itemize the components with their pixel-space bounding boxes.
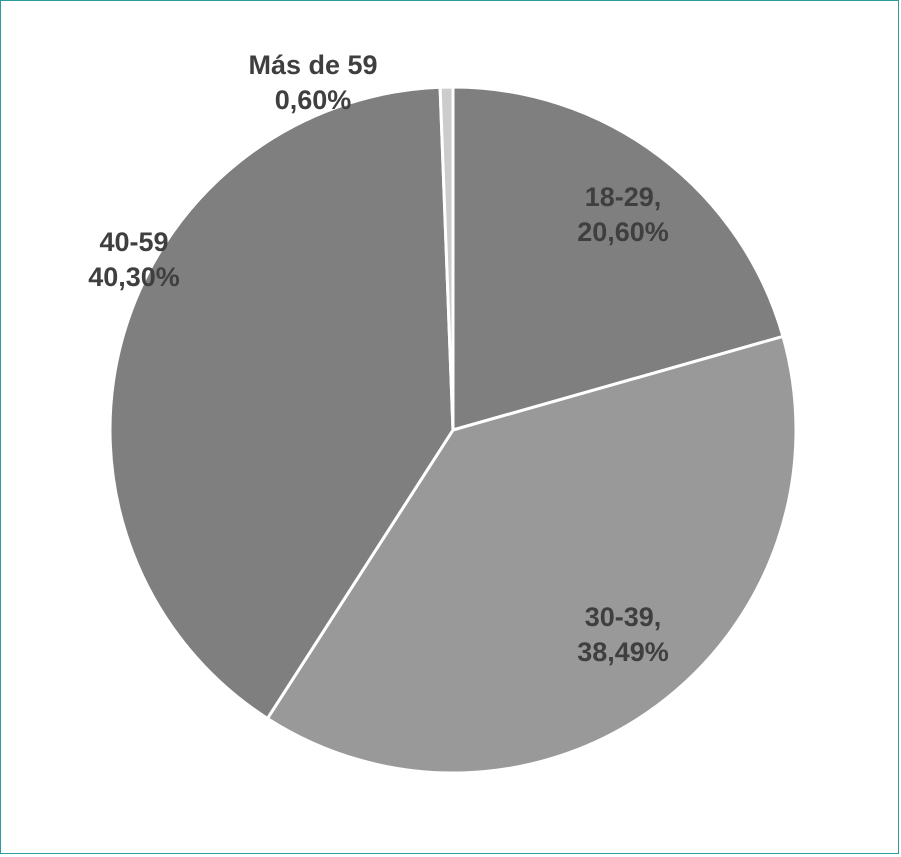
slice-value-40-59: 40,30% [88, 262, 180, 292]
slice-value-30-39: 38,49% [577, 637, 669, 667]
slice-label-mas-de-59: Más de 59 [248, 50, 377, 80]
slice-label-30-39: 30-39, [585, 602, 662, 632]
pie-slice-30-39 [265, 334, 798, 775]
pie-slice-18-29 [451, 85, 785, 432]
pie-slice-40-59 [108, 85, 455, 720]
slice-label-40-59: 40-59 [99, 227, 168, 257]
slice-value-mas-de-59: 0,60% [275, 85, 352, 115]
pie-slice-mas-de-59 [438, 85, 455, 432]
slice-value-18-29: 20,60% [577, 217, 669, 247]
slice-label-18-29: 18-29, [585, 182, 662, 212]
